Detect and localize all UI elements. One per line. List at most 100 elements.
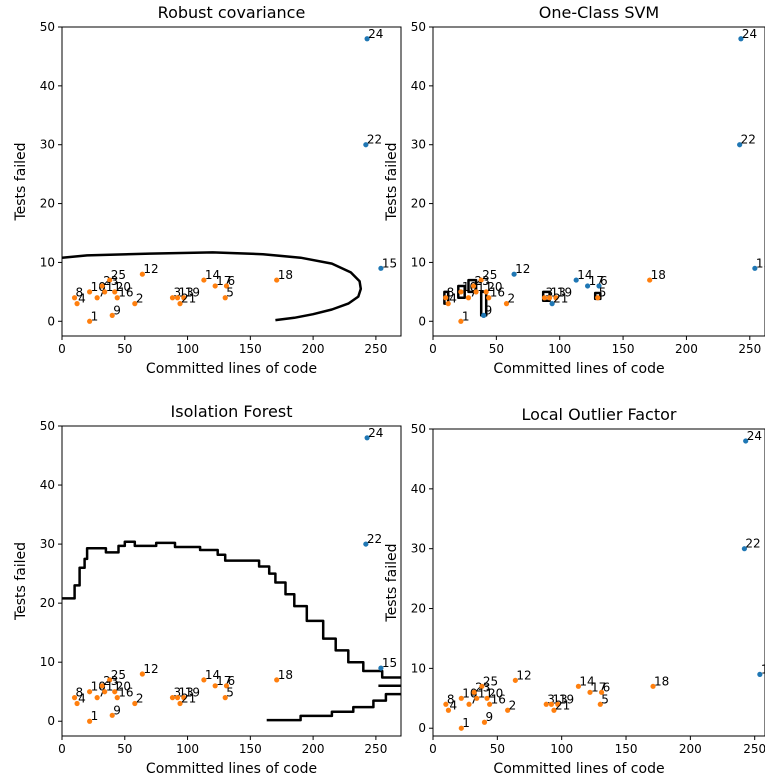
point-label: 11	[478, 686, 493, 700]
y-tick-label: 30	[411, 542, 426, 556]
point-label: 1	[462, 309, 470, 323]
point-label: 5	[226, 286, 234, 300]
x-tick-label: 50	[490, 742, 505, 756]
y-tick-label: 40	[411, 482, 426, 496]
plot-area: 1984107232511201621231319211417651815222…	[443, 27, 765, 324]
point-label: 20	[116, 280, 131, 294]
data-point-2	[505, 707, 511, 713]
data-point-5	[222, 295, 228, 301]
x-tick-label: 250	[743, 742, 765, 756]
y-tick-label: 20	[40, 596, 55, 610]
y-tick-label: 10	[411, 255, 426, 269]
data-point-11	[102, 289, 108, 295]
data-point-14	[201, 277, 207, 283]
data-point-14	[575, 683, 582, 689]
data-point-5	[597, 701, 603, 707]
data-point-20	[112, 289, 118, 295]
y-axis-label: Tests failed	[384, 142, 400, 221]
data-point-12	[511, 271, 517, 277]
point-label: 21	[555, 698, 570, 712]
point-label: 2	[136, 692, 144, 706]
point-label: 10	[91, 280, 106, 294]
decision-boundary	[266, 692, 401, 722]
point-label: 7	[470, 692, 478, 706]
data-point-8	[71, 295, 78, 301]
chart-panel-3: Isolation Forest198410723251120162123131…	[13, 402, 402, 777]
data-point-1	[87, 318, 93, 324]
y-tick-label: 0	[418, 314, 426, 328]
point-label: 20	[116, 680, 131, 694]
data-point-13	[548, 701, 554, 707]
y-tick-label: 50	[411, 422, 426, 436]
y-axis-label: Tests failed	[13, 142, 29, 221]
data-point-6	[596, 283, 602, 289]
point-label: 16	[118, 686, 133, 700]
data-point-3	[543, 701, 549, 707]
data-point-5	[222, 695, 228, 701]
data-point-4	[74, 301, 80, 307]
data-point-1	[458, 725, 464, 731]
point-label: 12	[516, 668, 531, 682]
plot-area: 1984107232511201621231319211417651815222…	[62, 426, 401, 724]
point-label: 6	[600, 274, 608, 288]
x-tick-label: 200	[302, 342, 325, 356]
data-point-17	[584, 283, 591, 289]
x-tick-label: 200	[302, 742, 325, 756]
data-point-8	[71, 695, 78, 701]
data-point-3	[541, 295, 548, 301]
y-tick-label: 20	[40, 197, 55, 211]
point-label: 16	[491, 692, 506, 706]
data-point-18	[274, 677, 280, 683]
y-tick-label: 50	[40, 419, 55, 433]
point-label: 7	[469, 286, 477, 300]
data-point-25	[107, 277, 113, 283]
point-label: 4	[449, 292, 457, 306]
y-tick-label: 30	[40, 537, 55, 551]
data-point-2	[132, 700, 138, 707]
data-point-24	[364, 36, 370, 42]
data-point-23	[471, 689, 477, 695]
x-tick-label: 250	[364, 342, 387, 356]
data-point-20	[484, 695, 490, 701]
data-point-5	[595, 295, 601, 301]
chart-panel-4: Local Outlier Factor19841072325112016212…	[384, 405, 765, 777]
chart-title: Isolation Forest	[171, 402, 293, 421]
point-label: 25	[483, 674, 498, 688]
point-label: 9	[485, 710, 493, 724]
chart-panel-2: One-Class SVM198410723251120162123131921…	[384, 3, 765, 377]
point-label: 14	[577, 268, 592, 282]
data-point-22	[363, 142, 369, 148]
point-label: 21	[553, 292, 568, 306]
point-label: 7	[98, 686, 106, 700]
point-label: 21	[181, 292, 196, 306]
point-label: 24	[368, 27, 383, 41]
y-tick-label: 30	[40, 138, 55, 152]
point-label: 21	[181, 692, 196, 706]
point-label: 1	[462, 716, 470, 730]
x-tick-label: 150	[239, 742, 262, 756]
point-label: 3	[546, 286, 554, 300]
chart-title: Robust covariance	[158, 3, 306, 22]
data-point-13	[174, 695, 181, 701]
decision-boundary	[541, 290, 551, 302]
data-point-16	[487, 701, 493, 707]
data-point-10	[87, 289, 93, 295]
data-point-23	[470, 283, 477, 289]
data-point-7	[94, 695, 100, 701]
point-label: 7	[98, 286, 106, 300]
data-point-6	[223, 283, 230, 289]
data-point-9	[109, 312, 115, 318]
point-label: 3	[173, 286, 181, 300]
x-axis-label: Committed lines of code	[146, 361, 317, 377]
point-label: 10	[462, 280, 477, 294]
point-label: 11	[477, 280, 492, 294]
data-point-4	[445, 707, 452, 713]
data-point-1	[87, 718, 93, 724]
point-label: 24	[742, 27, 757, 41]
data-point-11	[473, 289, 479, 295]
point-label: 18	[654, 674, 669, 688]
data-point-18	[650, 683, 656, 689]
point-label: 15	[382, 256, 397, 270]
axes-frame	[432, 26, 765, 337]
data-point-12	[139, 271, 145, 277]
